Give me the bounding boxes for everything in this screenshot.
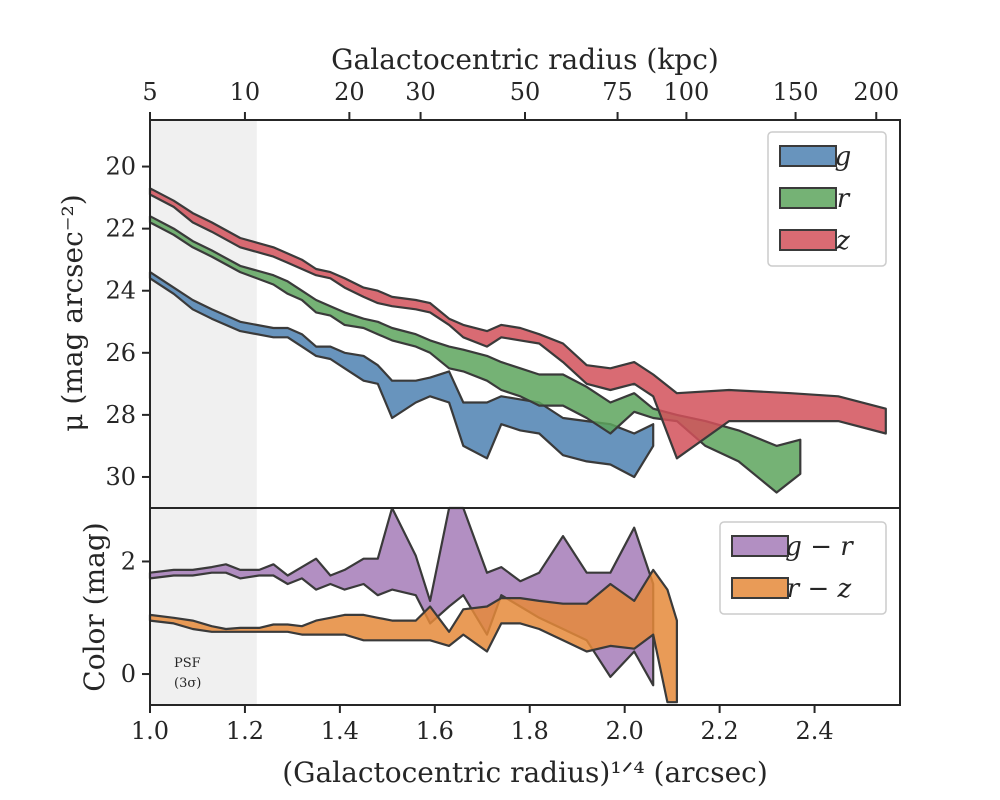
xtick-label: 2.4 <box>795 717 833 745</box>
xtick-label: 1.8 <box>511 717 549 745</box>
kpc-tick-label: 100 <box>663 78 709 106</box>
kpc-tick-label: 20 <box>334 78 365 106</box>
psf-label-line2: (3σ) <box>174 676 201 691</box>
top-ytick-label: 30 <box>105 463 136 491</box>
xtick-label: 1.0 <box>131 717 169 745</box>
xtick-label: 1.4 <box>321 717 359 745</box>
band-r <box>148 215 802 494</box>
kpc-tick-label: 30 <box>405 78 436 106</box>
legend-label-g: g <box>835 142 852 172</box>
color-panel: 02 1.0 1.2 1.4 1.6 1.8 2.0 2.2 2.4 Color (mag) … <box>78 506 901 789</box>
y-axis-label-bottom: Color (mag) <box>78 522 111 691</box>
legend-swatch-r <box>779 187 837 209</box>
surface-brightness-panel: 20 22 24 26 28 30 5 10 20 30 50 75 100 150 200 μ (mag… <box>56 43 901 509</box>
legend-swatch-r-z <box>731 577 789 599</box>
y-axis-label-top: μ (mag arcsec⁻²) <box>56 194 89 431</box>
legend-top: grz <box>767 131 887 267</box>
bottom-ytick-label: 0 <box>121 660 136 688</box>
legend-label-z: z <box>835 226 850 256</box>
xtick-label: 2.2 <box>701 717 739 745</box>
top-ytick-label: 20 <box>105 153 136 181</box>
kpc-tick-label: 150 <box>773 78 819 106</box>
band-g <box>148 271 655 479</box>
kpc-tick-label: 75 <box>602 78 633 106</box>
legend-label-r-z: r − z <box>787 574 852 604</box>
legend-bottom: g − r r − z <box>719 521 887 615</box>
color-series <box>148 506 679 704</box>
legend-label-g-r: g − r <box>785 532 854 562</box>
legend-label-r: r <box>837 184 851 214</box>
kpc-tick-label: 200 <box>853 78 899 106</box>
kpc-tick-label: 50 <box>510 78 541 106</box>
xtick-label: 1.6 <box>416 717 454 745</box>
kpc-ticks: 5 10 20 30 50 75 100 150 200 <box>142 78 899 120</box>
legend-swatch-g-r <box>731 535 789 557</box>
kpc-tick-label: 5 <box>142 78 157 106</box>
secondary-axis-label: Galactocentric radius (kpc) <box>331 43 719 76</box>
top-ytick-label: 24 <box>105 277 136 305</box>
x-axis-label: (Galactocentric radius)¹ᐟ⁴ (arcsec) <box>282 756 768 789</box>
xtick-label: 1.2 <box>226 717 264 745</box>
legend-swatch-z <box>779 229 837 251</box>
band-g-r <box>148 506 655 687</box>
bottom-panel-frame <box>149 507 901 706</box>
surface-brightness-series <box>148 187 887 494</box>
legend-swatch-g <box>779 145 837 167</box>
psf-shaded-region-bottom <box>150 508 257 705</box>
kpc-tick-label: 10 <box>230 78 261 106</box>
band-r-z <box>148 568 679 704</box>
xtick-label: 2.0 <box>606 717 644 745</box>
bottom-y-ticks: 02 <box>121 547 150 688</box>
top-ytick-label: 26 <box>105 339 136 367</box>
top-ytick-label: 28 <box>105 401 136 429</box>
top-y-ticks: 20 22 24 26 28 30 <box>105 153 150 491</box>
x-ticks: 1.0 1.2 1.4 1.6 1.8 2.0 2.2 2.4 <box>131 705 834 745</box>
top-ytick-label: 22 <box>105 215 136 243</box>
bottom-ytick-label: 2 <box>121 547 136 575</box>
psf-label-line1: PSF <box>174 656 201 671</box>
band-z <box>148 187 887 460</box>
